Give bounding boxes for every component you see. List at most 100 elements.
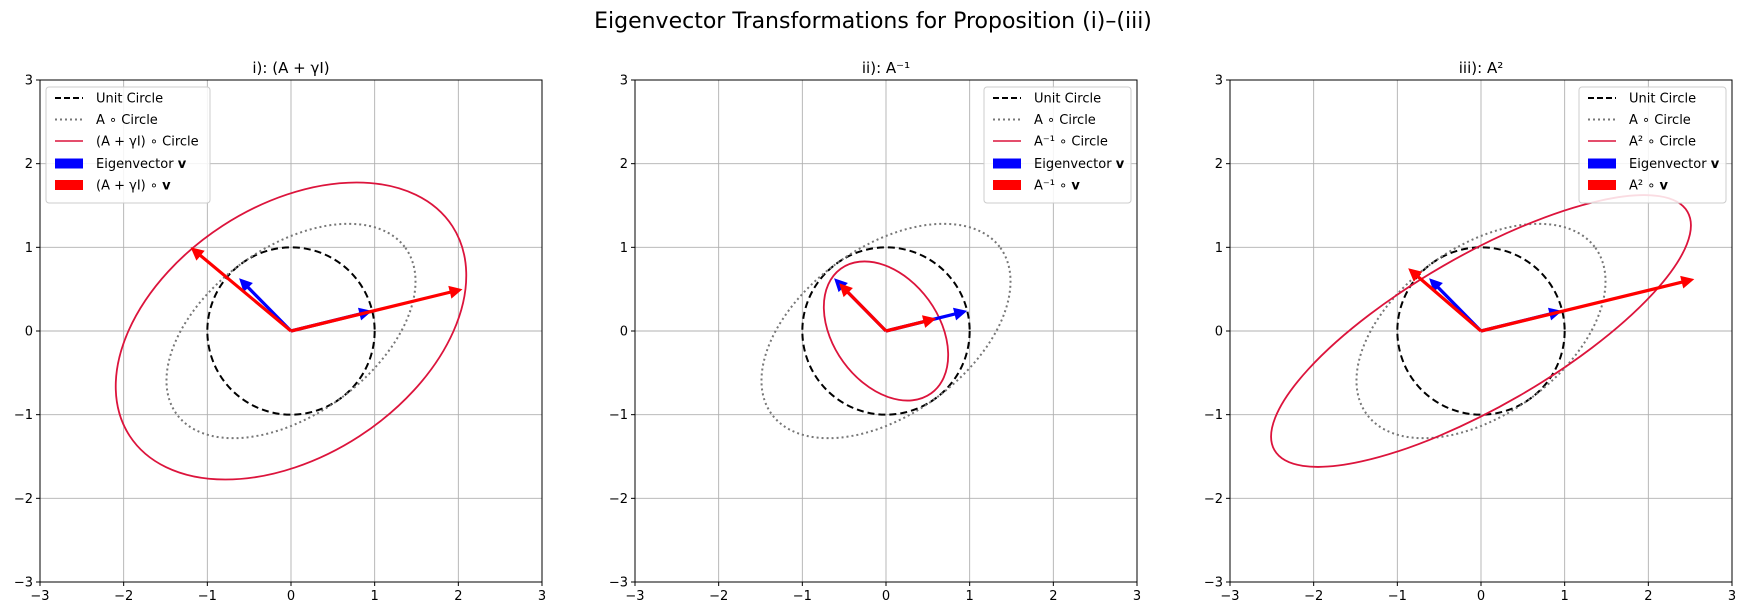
legend-label-bold: v — [162, 179, 171, 194]
legend-label: Unit Circle — [96, 92, 163, 107]
y-tick-label: 2 — [1215, 157, 1223, 172]
legend-label: A² ∘ Circle — [1629, 135, 1696, 150]
legend-label-text: Unit Circle — [96, 92, 163, 107]
subplot-3: iii): A² −3−3 −2 −2 −1 −1 0 0 1 1 2 2 3 3 Unit Circle A… — [1204, 59, 1736, 604]
transform-ellipse — [114, 181, 468, 481]
axes-frame — [634, 79, 1138, 583]
subplot-1: i): (A + γI) −3−3 −2 −2 −1 −1 0 0 1 1 2 2 3 3 Unit Cir… — [14, 59, 546, 604]
legend-label-text: A ∘ Circle — [1034, 113, 1096, 128]
transformed-vector-arrow — [290, 285, 463, 333]
y-tick-label: −1 — [609, 408, 628, 423]
legend-box — [1578, 86, 1727, 204]
legend-label: A ∘ Circle — [1034, 113, 1096, 128]
x-tick-label: −3 — [1220, 589, 1239, 604]
axes-frame — [39, 79, 543, 583]
x-tick-label: −3 — [625, 589, 644, 604]
legend-swatch — [993, 180, 1021, 190]
legend-label-text: A ∘ Circle — [96, 113, 158, 128]
x-tick-label: −2 — [114, 589, 133, 604]
x-tick-label: 0 — [287, 589, 295, 604]
y-tick-label: 3 — [1215, 74, 1223, 89]
x-tick-label: 2 — [454, 589, 462, 604]
y-tick-label: 2 — [25, 157, 33, 172]
y-tick-label: 1 — [620, 241, 628, 256]
legend-label: Eigenvector v — [1629, 157, 1720, 172]
subplot-2: ii): A⁻¹ −3−3 −2 −2 −1 −1 0 0 1 1 2 2 3 3 Unit Circle A… — [609, 59, 1141, 604]
legend-label: A ∘ Circle — [96, 113, 158, 128]
legend-label-text: A⁻¹ ∘ — [1034, 179, 1071, 194]
transformed-vector-arrow — [1480, 275, 1695, 333]
legend-label-bold: v — [1116, 157, 1125, 172]
legend: Unit Circle A ∘ Circle (A + γI) ∘ Circle Ei… — [45, 86, 211, 204]
legend-label-text: A² ∘ Circle — [1629, 135, 1696, 150]
y-tick-label: 0 — [1215, 325, 1223, 340]
figure-title: Eigenvector Transformations for Proposit… — [594, 9, 1152, 34]
y-tick-label: −2 — [14, 492, 33, 507]
transformed-vector-arrow — [1408, 268, 1482, 333]
legend: Unit Circle A ∘ Circle A² ∘ Circle Eigenvec… — [1578, 86, 1727, 204]
legend-label-bold: v — [1660, 179, 1669, 194]
transform-ellipse — [1270, 194, 1692, 468]
legend-label-bold: v — [1711, 157, 1720, 172]
A-ellipse — [165, 222, 417, 440]
x-tick-label: −1 — [1388, 589, 1407, 604]
legend-label-text: (A + γI) ∘ Circle — [96, 135, 199, 150]
legend-swatch — [55, 180, 83, 190]
legend-label: (A + γI) ∘ Circle — [96, 135, 199, 150]
x-tick-label: 2 — [1644, 589, 1652, 604]
legend-box — [45, 86, 211, 204]
eigenvector-arrow — [239, 278, 293, 333]
y-tick-label: −1 — [1204, 408, 1223, 423]
legend-label-text: (A + γI) ∘ — [96, 179, 162, 194]
y-tick-label: −2 — [609, 492, 628, 507]
legend-label-text: Eigenvector — [1629, 157, 1711, 172]
plot-area — [760, 222, 1012, 440]
unit-ellipse — [801, 246, 971, 416]
subplot-title: iii): A² — [1459, 59, 1503, 77]
x-tick-label: 3 — [1133, 589, 1141, 604]
subplot-title: i): (A + γI) — [252, 59, 329, 77]
y-tick-label: −3 — [1204, 576, 1223, 591]
legend-label-bold: v — [1071, 179, 1080, 194]
y-tick-label: 0 — [25, 325, 33, 340]
y-tick-label: 1 — [1215, 241, 1223, 256]
subplot-title: ii): A⁻¹ — [862, 59, 910, 77]
x-tick-label: −3 — [30, 589, 49, 604]
x-tick-label: 0 — [882, 589, 890, 604]
plot-area — [114, 181, 468, 481]
legend-label-bold: v — [178, 157, 187, 172]
legend-swatch — [993, 158, 1021, 169]
legend-swatch — [55, 158, 83, 169]
y-tick-label: −1 — [14, 408, 33, 423]
x-tick-label: 3 — [538, 589, 546, 604]
y-tick-label: −2 — [1204, 492, 1223, 507]
axes-frame — [1229, 79, 1733, 583]
x-tick-label: 3 — [1728, 589, 1736, 604]
legend-label: Eigenvector v — [96, 157, 187, 172]
legend-label: (A + γI) ∘ v — [96, 179, 171, 194]
legend: Unit Circle A ∘ Circle A⁻¹ ∘ Circle Eigenve… — [983, 86, 1132, 204]
legend-label: A⁻¹ ∘ Circle — [1034, 135, 1108, 150]
unit-ellipse — [206, 246, 376, 416]
x-tick-label: 1 — [371, 589, 379, 604]
y-tick-label: 1 — [25, 241, 33, 256]
legend-label: Eigenvector v — [1034, 157, 1125, 172]
legend-label: A² ∘ v — [1629, 179, 1669, 194]
x-tick-label: 1 — [966, 589, 974, 604]
transformed-vector-arrow — [839, 283, 888, 333]
transform-ellipse — [822, 260, 950, 402]
transformed-vector-arrow — [190, 247, 292, 333]
legend-label: Unit Circle — [1629, 92, 1696, 107]
x-tick-label: −2 — [1304, 589, 1323, 604]
legend-label: Unit Circle — [1034, 92, 1101, 107]
legend-label: A ∘ Circle — [1629, 113, 1691, 128]
legend-swatch — [1588, 158, 1616, 169]
legend-label-text: Eigenvector — [96, 157, 178, 172]
y-tick-label: −3 — [609, 576, 628, 591]
y-tick-label: 3 — [620, 74, 628, 89]
legend-label-text: Eigenvector — [1034, 157, 1116, 172]
legend-label-text: A² ∘ — [1629, 179, 1660, 194]
x-tick-label: 1 — [1561, 589, 1569, 604]
y-tick-label: 0 — [620, 325, 628, 340]
